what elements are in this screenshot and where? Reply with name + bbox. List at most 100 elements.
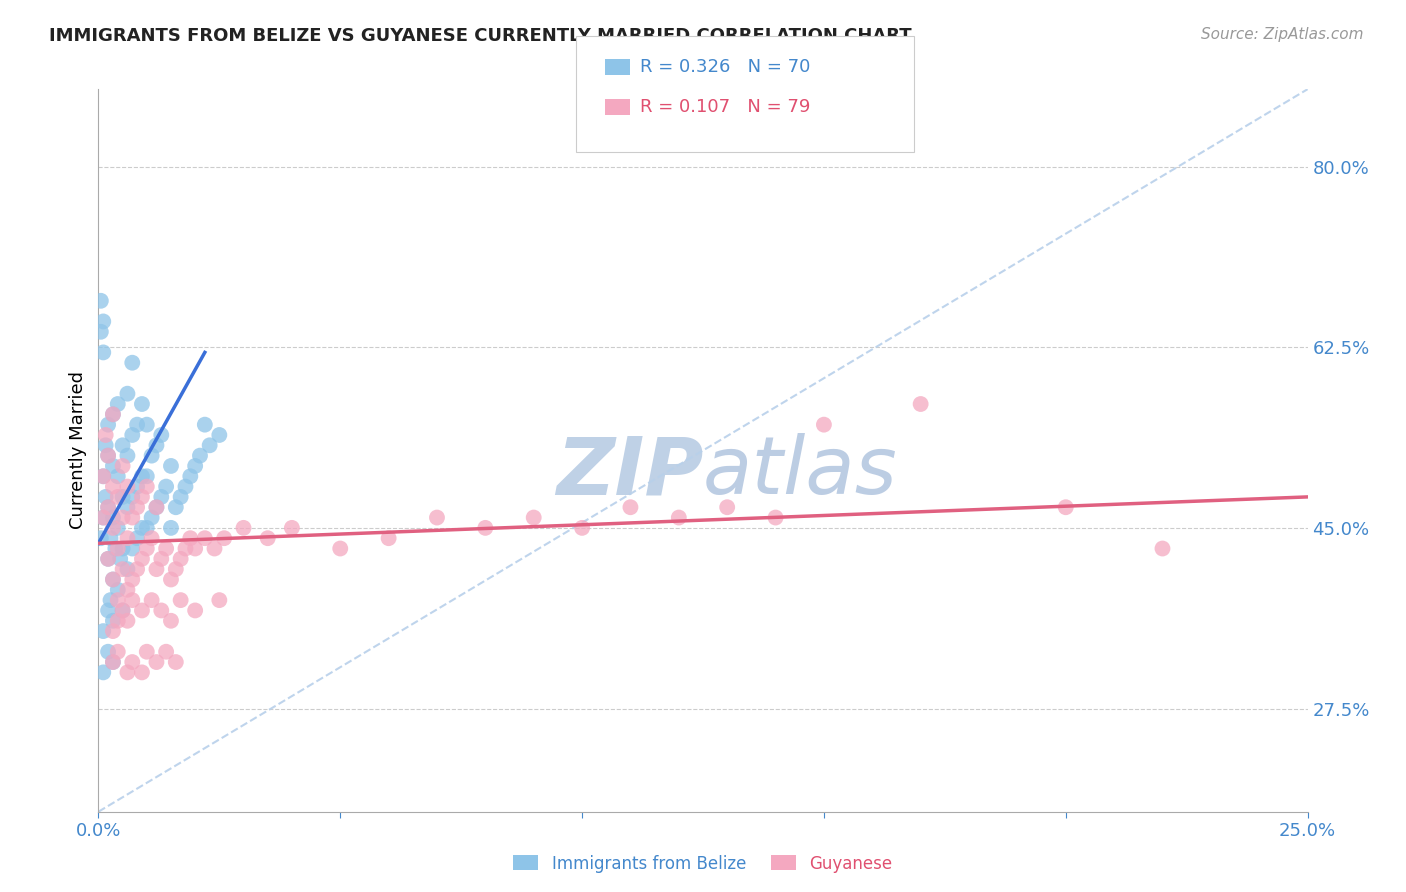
Point — [121, 573, 143, 587]
Point — [107, 397, 129, 411]
Point — [117, 582, 139, 597]
Point — [165, 562, 187, 576]
Point — [111, 490, 134, 504]
Point — [91, 510, 114, 524]
Point — [329, 541, 352, 556]
Point — [165, 655, 187, 669]
Point — [1152, 541, 1174, 556]
Point — [97, 500, 120, 515]
Point — [131, 665, 153, 680]
Point — [165, 500, 187, 515]
Point — [97, 551, 120, 566]
Point — [135, 417, 157, 432]
Point — [117, 562, 139, 576]
Legend: Immigrants from Belize, Guyanese: Immigrants from Belize, Guyanese — [506, 848, 900, 880]
Text: Source: ZipAtlas.com: Source: ZipAtlas.com — [1201, 27, 1364, 42]
Point — [135, 469, 157, 483]
Point — [97, 417, 120, 432]
Point — [150, 428, 173, 442]
Point — [101, 573, 124, 587]
Point — [131, 469, 153, 483]
Point — [91, 345, 114, 359]
Point — [160, 573, 183, 587]
Text: atlas: atlas — [703, 434, 898, 511]
Point — [150, 603, 173, 617]
Point — [145, 655, 167, 669]
Point — [111, 458, 134, 473]
Point — [160, 521, 183, 535]
Point — [90, 531, 112, 545]
Point — [184, 458, 207, 473]
Point — [111, 541, 134, 556]
Point — [121, 428, 143, 442]
Point — [100, 531, 122, 545]
Point — [107, 469, 129, 483]
Point — [101, 479, 124, 493]
Point — [94, 428, 117, 442]
Point — [121, 593, 143, 607]
Point — [101, 510, 124, 524]
Point — [101, 407, 124, 421]
Point — [97, 551, 120, 566]
Point — [97, 500, 120, 515]
Point — [90, 293, 112, 308]
Point — [121, 510, 143, 524]
Point — [107, 645, 129, 659]
Point — [117, 449, 139, 463]
Point — [104, 541, 127, 556]
Point — [155, 541, 177, 556]
Point — [107, 614, 129, 628]
Text: R = 0.326   N = 70: R = 0.326 N = 70 — [640, 58, 810, 76]
Point — [571, 521, 593, 535]
Point — [121, 541, 143, 556]
Point — [101, 573, 124, 587]
Point — [111, 562, 134, 576]
Point — [117, 500, 139, 515]
Point — [90, 325, 112, 339]
Point — [141, 510, 163, 524]
Y-axis label: Currently Married: Currently Married — [69, 371, 87, 530]
Point — [91, 469, 114, 483]
Point — [107, 541, 129, 556]
Point — [212, 531, 235, 545]
Point — [94, 438, 117, 452]
Point — [135, 645, 157, 659]
Point — [145, 562, 167, 576]
Point — [127, 562, 149, 576]
Point — [97, 449, 120, 463]
Point — [208, 428, 231, 442]
Point — [232, 521, 254, 535]
Point — [97, 645, 120, 659]
Point — [131, 603, 153, 617]
Point — [117, 479, 139, 493]
Point — [523, 510, 546, 524]
Point — [135, 479, 157, 493]
Point — [145, 438, 167, 452]
Point — [121, 490, 143, 504]
Point — [127, 531, 149, 545]
Point — [107, 593, 129, 607]
Point — [174, 541, 197, 556]
Point — [281, 521, 304, 535]
Point — [169, 490, 191, 504]
Point — [179, 531, 201, 545]
Point — [813, 417, 835, 432]
Point — [188, 449, 211, 463]
Point — [141, 593, 163, 607]
Point — [117, 386, 139, 401]
Point — [204, 541, 226, 556]
Point — [127, 500, 149, 515]
Point — [145, 500, 167, 515]
Point — [121, 356, 143, 370]
Point — [194, 417, 217, 432]
Point — [101, 655, 124, 669]
Point — [121, 655, 143, 669]
Point — [145, 500, 167, 515]
Point — [135, 541, 157, 556]
Point — [668, 510, 690, 524]
Text: R = 0.107   N = 79: R = 0.107 N = 79 — [640, 98, 810, 116]
Point — [91, 624, 114, 639]
Point — [208, 593, 231, 607]
Point — [101, 407, 124, 421]
Text: ZIP: ZIP — [555, 434, 703, 511]
